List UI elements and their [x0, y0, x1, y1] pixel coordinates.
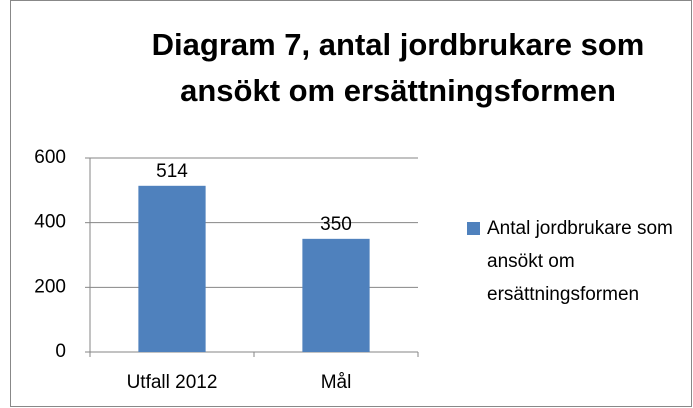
y-tick-label: 600	[34, 147, 66, 168]
y-tick-label: 200	[34, 276, 66, 297]
x-tick-label: Mål	[321, 372, 352, 393]
x-tick-label: Utfall 2012	[127, 372, 218, 393]
data-label: 350	[320, 214, 352, 235]
bar	[302, 238, 370, 352]
y-tick-label: 400	[34, 212, 66, 233]
legend-marker	[467, 222, 480, 235]
chart-title: Diagram 7, antal jordbrukare som ansökt …	[151, 27, 645, 108]
bar	[138, 185, 206, 352]
y-tick-label: 0	[55, 341, 66, 362]
data-label: 514	[156, 161, 188, 182]
legend-label: Antal jordbrukare som ansökt om ersättni…	[487, 218, 673, 305]
